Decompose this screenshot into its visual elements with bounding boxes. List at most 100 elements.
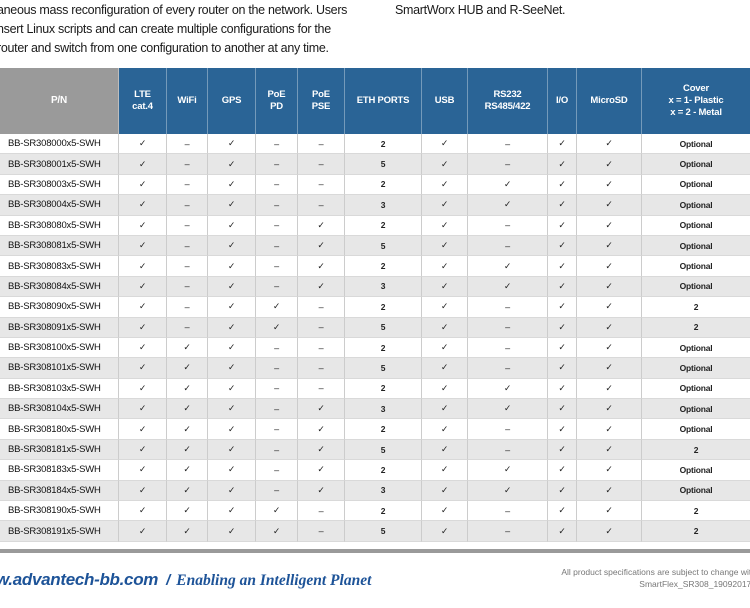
cell-rs232: – (468, 521, 548, 542)
cell-poepse: ✓ (298, 439, 345, 461)
cell-microsd: ✓ (577, 521, 642, 542)
cell-usb: ✓ (422, 399, 468, 420)
cell-poepd: – (256, 439, 298, 461)
cell-io: ✓ (548, 337, 577, 359)
cell-pn: BB-SR308103x5-SWH (0, 378, 119, 400)
cell-rs232: ✓ (468, 399, 548, 420)
cell-microsd: ✓ (577, 337, 642, 359)
cell-io: ✓ (548, 419, 577, 440)
cell-rs232: – (468, 501, 548, 522)
footer-note-line-2: SmartFlex_SR308_19092017d (639, 579, 750, 589)
table-row: BB-SR308080x5-SWH ✓ – ✓ – ✓ 2 ✓ – ✓ ✓ Optional (0, 215, 750, 236)
cell-poepd: – (256, 174, 298, 196)
footer-website-link[interactable]: w.advantech-bb.com (0, 570, 159, 589)
cell-microsd: ✓ (577, 134, 642, 155)
cell-io: ✓ (548, 317, 577, 338)
cell-cover: Optional (642, 378, 750, 400)
cell-usb: ✓ (422, 337, 468, 359)
table-row: BB-SR308001x5-SWH ✓ – ✓ – –5 ✓ – ✓ ✓ Optional (0, 154, 750, 175)
cell-wifi: – (167, 297, 208, 318)
cell-lte: ✓ (119, 195, 167, 216)
cell-microsd: ✓ (577, 501, 642, 522)
table-row: BB-SR308101x5-SWH ✓ ✓ ✓ – –5 ✓ – ✓ ✓ Optional (0, 358, 750, 379)
cell-gps: ✓ (208, 419, 256, 440)
cell-gps: ✓ (208, 256, 256, 277)
column-header-microsd: MicroSD (577, 68, 642, 134)
cell-poepse: ✓ (298, 399, 345, 420)
cell-gps: ✓ (208, 480, 256, 502)
cell-poepse: ✓ (298, 235, 345, 257)
cell-poepse: – (298, 174, 345, 196)
cell-wifi: ✓ (167, 521, 208, 542)
cell-poepse: – (298, 317, 345, 338)
table-row: BB-SR308180x5-SWH ✓ ✓ ✓ – ✓ 2 ✓ – ✓ ✓ Optional (0, 419, 750, 440)
cell-poepd: – (256, 154, 298, 175)
cell-microsd: ✓ (577, 297, 642, 318)
cell-rs232: – (468, 317, 548, 338)
column-header-cover: Cover x = 1- Plastic x = 2 - Metal (642, 68, 750, 134)
table-row: BB-SR308190x5-SWH ✓ ✓ ✓ ✓ –2 ✓ – ✓ ✓ 2 (0, 501, 750, 522)
cell-lte: ✓ (119, 256, 167, 277)
table-header-row: P/N LTE cat.4 WiFi GPS PoE PD PoE PSE ETH PORTS US… (0, 68, 750, 134)
footer-tagline: Enabling an Intelligent Planet (176, 572, 372, 589)
cell-lte: ✓ (119, 460, 167, 481)
table-row: BB-SR308081x5-SWH ✓ – ✓ – ✓ 5 ✓ – ✓ ✓ Optional (0, 235, 750, 257)
cell-lte: ✓ (119, 337, 167, 359)
cell-poepd: – (256, 256, 298, 277)
cell-eth: 3 (345, 480, 422, 502)
cell-rs232: – (468, 358, 548, 379)
cell-eth: 2 (345, 501, 422, 522)
table-row: BB-SR308004x5-SWH ✓ – ✓ – –3 ✓ ✓ ✓ ✓ Optional (0, 195, 750, 216)
cell-microsd: ✓ (577, 439, 642, 461)
cell-poepse: ✓ (298, 256, 345, 277)
spec-table: P/N LTE cat.4 WiFi GPS PoE PD PoE PSE ETH PORTS US… (0, 68, 750, 542)
cell-poepse: – (298, 378, 345, 400)
cell-cover: Optional (642, 460, 750, 481)
cell-microsd: ✓ (577, 215, 642, 236)
cell-lte: ✓ (119, 134, 167, 155)
cell-io: ✓ (548, 501, 577, 522)
cell-cover: Optional (642, 358, 750, 379)
cell-io: ✓ (548, 154, 577, 175)
cell-pn: BB-SR308084x5-SWH (0, 276, 119, 298)
table-row: BB-SR308103x5-SWH ✓ ✓ ✓ – –2 ✓ ✓ ✓ ✓ Optional (0, 378, 750, 400)
cell-cover: Optional (642, 256, 750, 277)
cell-poepse: ✓ (298, 276, 345, 298)
cell-usb: ✓ (422, 317, 468, 338)
cell-pn: BB-SR308091x5-SWH (0, 317, 119, 338)
cell-gps: ✓ (208, 358, 256, 379)
table-body: BB-SR308000x5-SWH ✓ – ✓ – –2 ✓ – ✓ ✓ Optional BB-SR… (0, 134, 750, 542)
cell-cover: Optional (642, 399, 750, 420)
footer-note-line-1: All product specifications are subject t… (561, 567, 750, 577)
cell-rs232: ✓ (468, 174, 548, 196)
cell-pn: BB-SR308000x5-SWH (0, 134, 119, 155)
cell-usb: ✓ (422, 501, 468, 522)
cell-pn: BB-SR308004x5-SWH (0, 195, 119, 216)
cell-gps: ✓ (208, 276, 256, 298)
cell-microsd: ✓ (577, 235, 642, 257)
cell-usb: ✓ (422, 419, 468, 440)
cell-cover: Optional (642, 337, 750, 359)
cell-eth: 3 (345, 276, 422, 298)
cell-cover: 2 (642, 521, 750, 542)
cell-wifi: – (167, 317, 208, 338)
cell-eth: 2 (345, 337, 422, 359)
cell-usb: ✓ (422, 235, 468, 257)
cell-poepd: – (256, 399, 298, 420)
cell-io: ✓ (548, 399, 577, 420)
table-row: BB-SR308104x5-SWH ✓ ✓ ✓ – ✓ 3 ✓ ✓ ✓ ✓ Optional (0, 399, 750, 420)
intro-line-3: router and switch from one configuration… (0, 41, 329, 55)
cell-gps: ✓ (208, 174, 256, 196)
table-row: BB-SR308191x5-SWH ✓ ✓ ✓ ✓ –5 ✓ – ✓ ✓ 2 (0, 521, 750, 542)
cell-poepd: – (256, 337, 298, 359)
intro-note: SmartWorx HUB and R-SeeNet. (395, 3, 566, 17)
cell-wifi: – (167, 235, 208, 257)
table-row: BB-SR308184x5-SWH ✓ ✓ ✓ – ✓ 3 ✓ ✓ ✓ ✓ Optional (0, 480, 750, 502)
cell-lte: ✓ (119, 439, 167, 461)
separator-bar (0, 549, 750, 553)
cell-cover: 2 (642, 317, 750, 338)
cell-rs232: ✓ (468, 378, 548, 400)
cell-io: ✓ (548, 297, 577, 318)
cell-microsd: ✓ (577, 460, 642, 481)
cell-gps: ✓ (208, 235, 256, 257)
